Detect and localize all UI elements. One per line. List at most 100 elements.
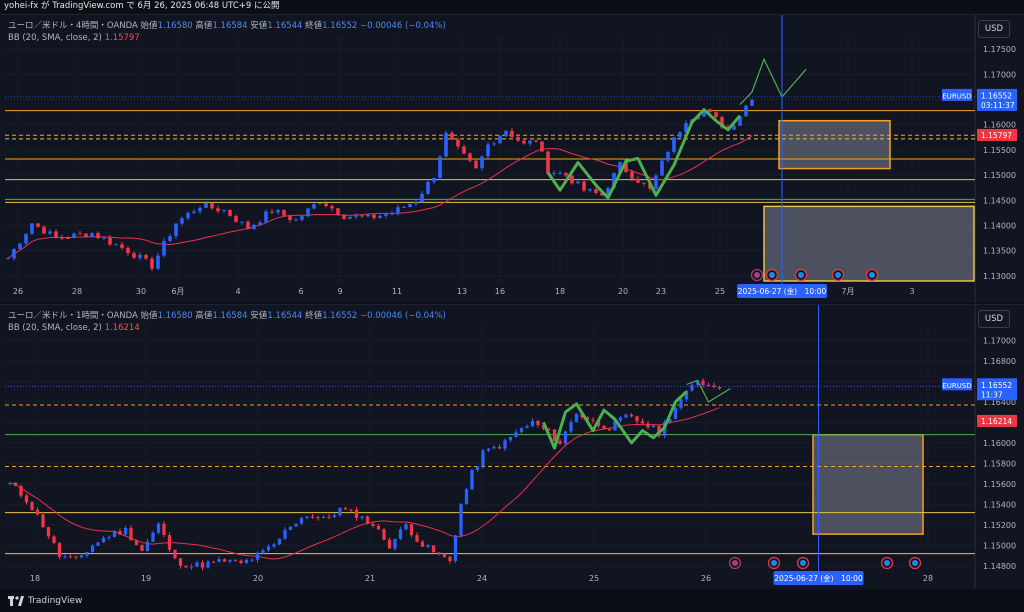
candle — [629, 414, 634, 417]
candle — [660, 160, 664, 176]
price-tick-label: 1.16400 — [983, 398, 1016, 407]
candle — [576, 181, 580, 184]
bb-value-badge — [977, 414, 1017, 427]
currency-button[interactable]: USD — [978, 310, 1010, 328]
candle — [354, 509, 359, 519]
currency-button[interactable]: USD — [978, 20, 1010, 38]
candle — [480, 156, 484, 169]
candle — [186, 212, 190, 219]
date-tick-label: 18 — [555, 287, 565, 296]
date-tick-label: 16 — [495, 287, 505, 296]
candle — [156, 255, 160, 269]
candle — [402, 206, 406, 208]
date-tick-label: 11 — [392, 287, 402, 296]
candle — [195, 562, 199, 567]
candle — [261, 550, 265, 553]
candle — [541, 425, 546, 429]
candle — [198, 207, 202, 212]
candle — [48, 231, 52, 234]
chart-pane-1h[interactable]: 1.170001.168001.166001.164001.162001.160… — [0, 304, 1024, 589]
candle — [376, 525, 381, 530]
candle — [492, 447, 496, 449]
candle — [222, 210, 226, 212]
date-tick-label: 19 — [141, 574, 151, 583]
candle — [204, 202, 208, 208]
candle — [305, 516, 309, 519]
candle — [150, 258, 154, 269]
symbol-title: ユーロ／米ドル・4時間・OANDA — [8, 21, 138, 31]
candle — [514, 432, 518, 437]
price-chart-1h[interactable]: 1.170001.168001.166001.164001.162001.160… — [0, 305, 1024, 589]
candle — [306, 208, 310, 217]
price-tick-label: 1.16000 — [983, 439, 1016, 448]
candle — [140, 545, 144, 551]
candle — [558, 172, 562, 174]
candle — [266, 546, 271, 551]
candle — [684, 390, 689, 400]
last-price-label: 1.16552 — [981, 91, 1012, 100]
candle — [437, 552, 441, 555]
candle — [316, 517, 320, 519]
candle — [42, 226, 46, 234]
candle — [393, 538, 397, 549]
candle — [481, 450, 485, 467]
economic-event-flag-icon — [796, 556, 810, 570]
candle — [372, 214, 376, 219]
candle — [216, 208, 220, 212]
lightning-event-icon — [728, 556, 742, 570]
candle — [240, 221, 244, 223]
date-tick-label: 24 — [477, 574, 487, 583]
candle — [272, 544, 276, 547]
crosshair-date-badge — [737, 284, 827, 298]
candle — [66, 237, 70, 239]
candle — [228, 559, 232, 562]
candle — [6, 258, 10, 260]
candle — [162, 241, 166, 256]
candle — [690, 384, 694, 391]
candle — [409, 524, 414, 536]
chart-pane-4h[interactable]: 1.175001.170001.165001.160001.155001.150… — [0, 14, 1024, 303]
price-chart-4h[interactable]: 1.175001.170001.165001.160001.155001.150… — [0, 15, 1024, 303]
candle — [74, 556, 78, 558]
candle — [327, 516, 331, 518]
candle — [426, 545, 430, 547]
candle — [277, 538, 282, 545]
candle — [717, 387, 722, 389]
candle — [510, 130, 514, 137]
tradingview-logo-icon — [8, 596, 24, 606]
candle — [464, 489, 469, 504]
price-tick-label: 1.17000 — [983, 70, 1016, 79]
candle — [167, 535, 172, 550]
date-tick-label: 4 — [235, 287, 240, 296]
symbol-badge — [942, 378, 972, 391]
symbol-badge — [942, 88, 972, 101]
candle — [244, 559, 249, 564]
candle — [318, 203, 322, 205]
candle — [720, 117, 724, 128]
candle — [618, 162, 622, 173]
candle — [408, 203, 412, 207]
last-price-badge — [977, 88, 1017, 111]
price-tick-label: 1.15600 — [983, 480, 1016, 489]
date-tick-label: 13 — [457, 287, 467, 296]
crosshair-date-label: 2025-06-27 (金) 10:00 — [738, 286, 827, 296]
candle — [695, 380, 700, 385]
candle — [365, 516, 370, 524]
candle — [342, 214, 346, 219]
candle — [636, 178, 640, 183]
bb-value-label: 1.16214 — [981, 417, 1012, 426]
price-tick-label: 1.14800 — [983, 562, 1016, 571]
candle — [387, 539, 392, 549]
candle — [366, 214, 370, 217]
candle — [624, 162, 628, 172]
candle — [54, 231, 58, 238]
bb-legend-value: 1.16214 — [104, 323, 140, 333]
lightning-event-icon — [750, 268, 764, 282]
candle — [276, 210, 280, 213]
candle — [294, 523, 298, 527]
price-tick-label: 1.15400 — [983, 500, 1016, 509]
candle — [504, 130, 508, 137]
candle — [582, 181, 586, 191]
candle — [332, 515, 337, 517]
candle — [552, 172, 556, 174]
